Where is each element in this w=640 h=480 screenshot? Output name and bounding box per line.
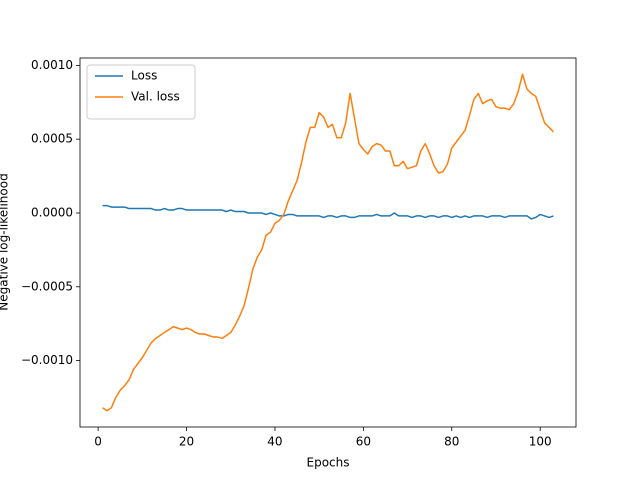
- plot-frame: [79, 57, 577, 428]
- legend-label: Val. loss: [131, 90, 180, 104]
- x-tick-label: 100: [529, 435, 552, 449]
- line-series: [102, 204, 554, 220]
- y-tick-label: −0.0005: [21, 279, 73, 293]
- y-tick-label: −0.0010: [21, 353, 73, 367]
- line-series: [102, 73, 554, 412]
- y-tick-label: 0.0005: [31, 132, 73, 146]
- x-axis-label: Epochs: [307, 456, 350, 470]
- y-tick-label: 0.0010: [31, 58, 73, 72]
- legend-label: Loss: [131, 69, 157, 83]
- x-tick-label: 80: [444, 435, 459, 449]
- x-tick-label: 20: [179, 435, 194, 449]
- y-tick-label: 0.0000: [31, 205, 73, 219]
- x-tick-label: 40: [267, 435, 282, 449]
- x-tick-label: 60: [356, 435, 371, 449]
- y-axis-label: Negative log-likelihood: [0, 173, 11, 310]
- x-tick-label: 0: [94, 435, 102, 449]
- legend-box: [86, 64, 196, 120]
